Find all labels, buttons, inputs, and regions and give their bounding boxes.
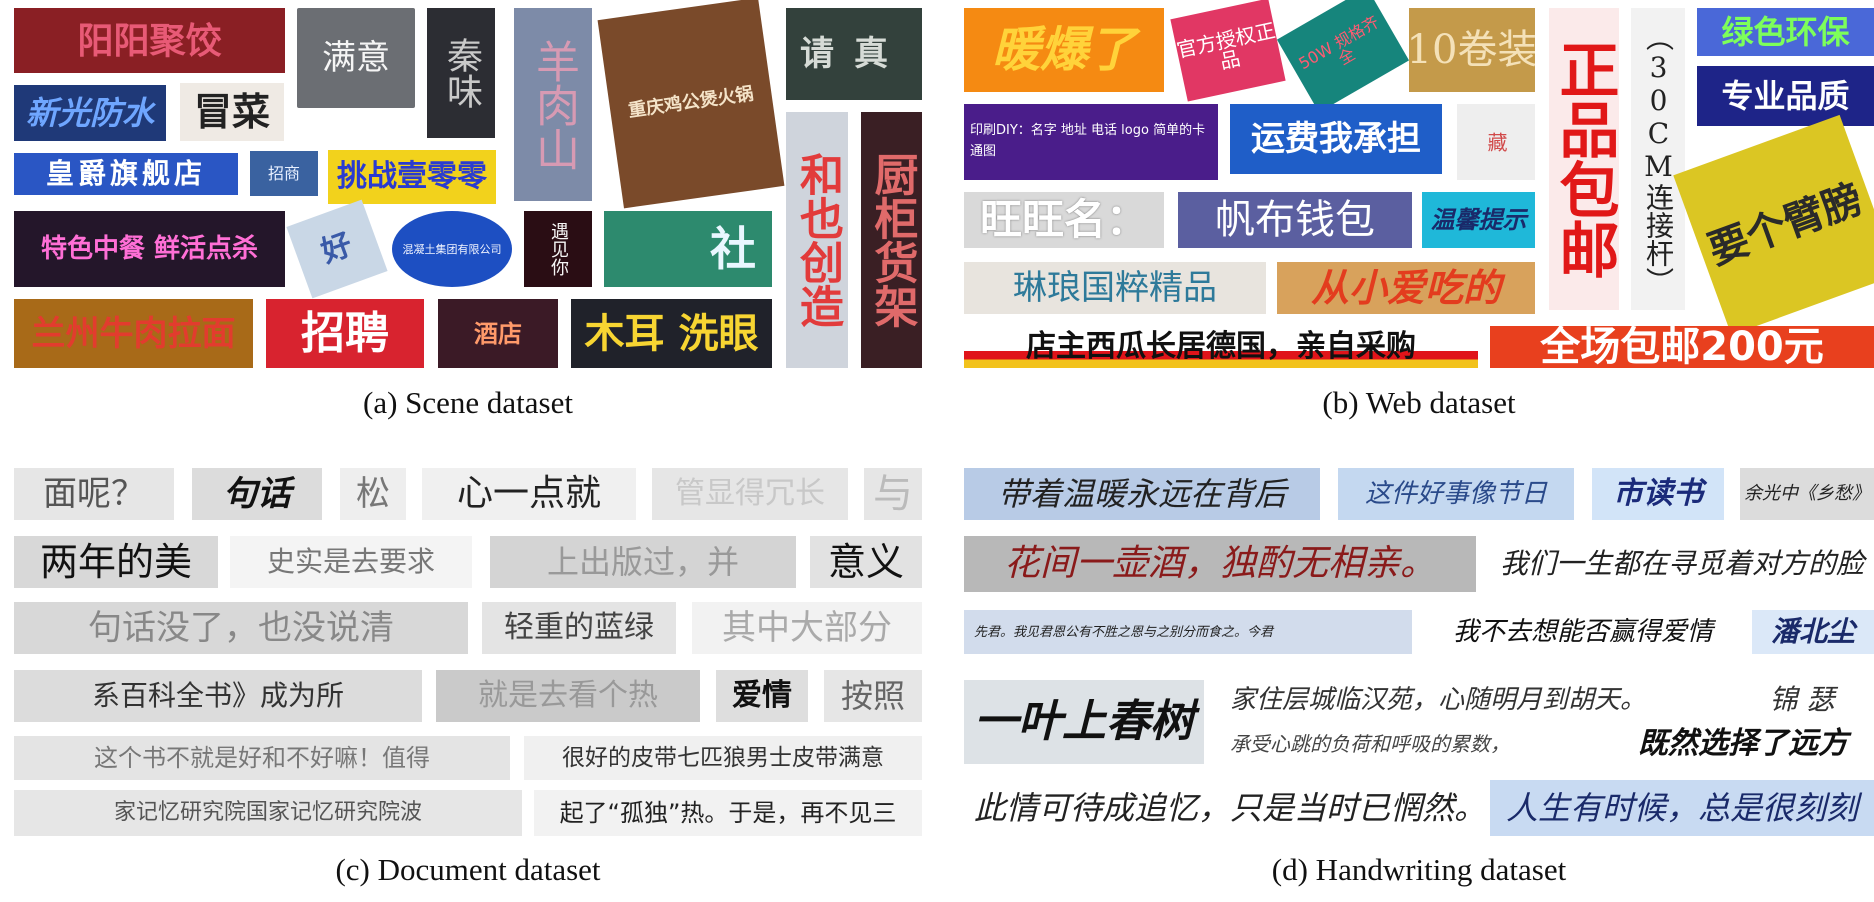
handwriting-tile-16: 人生有时候，总是很刻刻	[1490, 780, 1874, 836]
scene-tile-15: 遇见你	[524, 211, 592, 287]
handwriting-caption: (d) Handwriting dataset	[1271, 852, 1567, 887]
web-tile-13: 旺旺名：	[964, 192, 1164, 248]
web-tile-6: （30CM连接杆）	[1631, 8, 1685, 310]
document-tile-14: 系百科全书》成为所	[14, 670, 422, 722]
scene-tile-14: 混凝土集团有限公司	[392, 211, 512, 287]
scene-tile-7: 新光防水	[14, 85, 166, 141]
scene-tile-16: 社	[604, 211, 772, 287]
scene-caption: (a) Scene dataset	[363, 385, 573, 420]
scene-tile-18: 厨柜货架	[861, 112, 922, 368]
document-tile-2: 句话	[192, 468, 322, 520]
handwriting-tile-5: 花间一壶酒，独酌无相亲。	[964, 536, 1476, 592]
scene-tile-20: 招聘	[266, 299, 424, 368]
web-tile-1: 暖爆了	[964, 8, 1164, 92]
scene-tile-21: 酒店	[438, 299, 558, 368]
document-tile-1: 面呢？	[14, 468, 174, 520]
document-tile-15: 就是去看个热	[436, 670, 700, 722]
document-tile-10: 意义	[810, 536, 922, 588]
web-tile-17: 从小爱吃的	[1277, 262, 1535, 314]
handwriting-tile-3: 市读书	[1592, 468, 1724, 520]
scene-tile-1: 阳阳聚饺	[14, 8, 285, 73]
document-tile-4: 心一点就	[422, 468, 636, 520]
scene-tile-5: 重庆鸡公煲火锅	[597, 0, 785, 209]
document-tile-9: 上出版过，并	[490, 536, 796, 588]
handwriting-tile-15: 此情可待成追忆，只是当时已惘然。	[964, 780, 1476, 836]
web-tile-12: 要个臂膀	[1673, 114, 1874, 336]
document-tile-20: 家记忆研究院国家记忆研究院波	[14, 790, 522, 836]
scene-tile-19: 兰州牛肉拉面	[14, 299, 253, 368]
handwriting-tile-4: 余光中《乡愁》	[1740, 468, 1874, 520]
handwriting-tile-9: 潘北尘	[1752, 610, 1874, 654]
handwriting-tile-1: 带着温暖永远在背后	[964, 468, 1320, 520]
document-tile-8: 史实是去要求	[230, 536, 472, 588]
scene-tile-22: 木耳 洗眼	[571, 299, 772, 368]
document-tile-19: 很好的皮带七匹狼男士皮带满意	[524, 736, 922, 780]
scene-tile-6: 请真	[786, 8, 922, 100]
document-tile-21: 起了“孤独”热。于是，再不见三	[534, 790, 922, 836]
web-tile-19: 全场包邮200元	[1490, 326, 1874, 368]
web-tile-18: 店主西瓜长居德国，亲自采购	[964, 326, 1478, 368]
web-tile-15: 温馨提示	[1422, 192, 1535, 248]
handwriting-tile-14: 既然选择了远方	[1612, 724, 1874, 764]
scene-tile-10: 招商	[250, 151, 318, 196]
document-tile-17: 按照	[824, 670, 922, 722]
document-tile-11: 句话没了，也没说清	[14, 602, 468, 654]
scene-tile-9: 皇爵旗舰店	[14, 153, 238, 195]
web-tile-2: 官方授权正品	[1170, 0, 1286, 102]
scene-tile-17: 和也创造	[786, 112, 848, 368]
document-caption: (c) Document dataset	[335, 852, 601, 887]
handwriting-tile-2: 这件好事像节日	[1338, 468, 1574, 520]
scene-tile-11: 挑战壹零零	[328, 150, 496, 204]
document-tile-7: 两年的美	[14, 536, 218, 588]
web-tile-16: 琳琅国粹精品	[964, 262, 1266, 314]
web-tile-8: 专业品质	[1697, 66, 1874, 126]
document-tile-12: 轻重的蓝绿	[482, 602, 676, 654]
handwriting-tile-7: 先君。我见君恩公有不胜之恩与之别分而食之。今君	[964, 610, 1412, 654]
handwriting-tile-6: 我们一生都在寻觅着对方的脸	[1490, 536, 1874, 592]
document-tile-13: 其中大部分	[692, 602, 922, 654]
scene-tile-3: 秦味	[427, 8, 495, 138]
scene-tile-13: 好	[286, 199, 388, 299]
handwriting-tile-13: 承受心跳的负荷和呼吸的累数，	[1220, 724, 1602, 764]
handwriting-tile-8: 我不去想能否赢得爱情	[1426, 610, 1740, 654]
handwriting-tile-12: 锦 瑟	[1730, 680, 1874, 720]
web-tile-5: 正品包邮	[1549, 8, 1619, 310]
web-tile-4: 10卷装	[1409, 8, 1535, 92]
web-tile-9: 印刷DIY：名字 地址 电话 logo 简单的卡通图	[964, 104, 1218, 180]
document-tile-3: 松	[340, 468, 406, 520]
document-tile-6: 与	[864, 468, 922, 520]
scene-tile-12: 特色中餐 鲜活点杀	[14, 211, 285, 287]
web-tile-3: 50W 规格齐全	[1276, 0, 1410, 113]
web-tile-7: 绿色环保	[1697, 8, 1874, 56]
scene-tile-2: 满意	[297, 8, 415, 108]
web-caption: (b) Web dataset	[1322, 385, 1516, 420]
web-tile-11: 藏	[1457, 104, 1535, 180]
web-tile-14: 帆布钱包	[1178, 192, 1412, 248]
document-tile-5: 管显得冗长	[652, 468, 848, 520]
scene-tile-8: 冒菜	[180, 83, 284, 141]
handwriting-tile-11: 家住层城临汉苑，心随明月到胡天。	[1220, 680, 1720, 720]
document-tile-16: 爱情	[716, 670, 808, 722]
document-tile-18: 这个书不就是好和不好嘛！值得	[14, 736, 510, 780]
scene-tile-4: 羊肉山	[514, 8, 592, 201]
handwriting-tile-10: 一叶上春树	[964, 680, 1204, 764]
web-tile-10: 运费我承担	[1230, 104, 1442, 174]
